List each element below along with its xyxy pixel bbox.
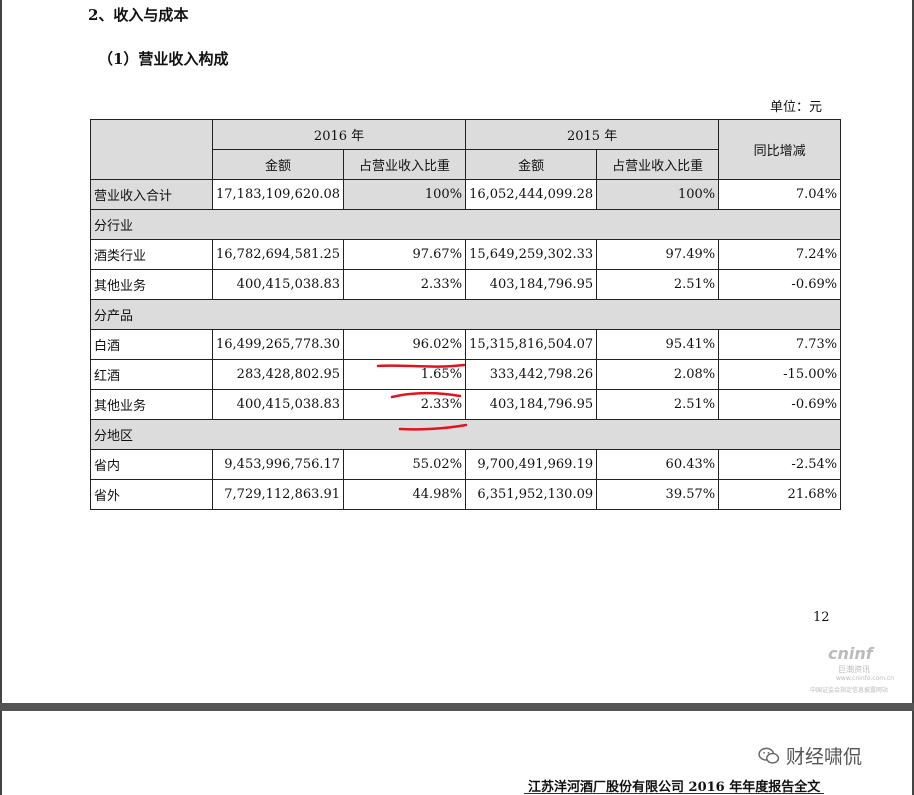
cninfo-watermark: cninf 巨潮资讯 www.cninfo.com.cn 中国证监会指定信息披露… bbox=[810, 644, 910, 700]
amount-2015-cell: 16,052,444,099.28 bbox=[465, 179, 598, 210]
amount-2016-cell: 7,729,112,863.91 bbox=[211, 479, 345, 510]
amount-2015-cell: 15,649,259,302.33 bbox=[465, 239, 598, 270]
table-row: 其他业务 400,415,038.83 2.33% 403,184,796.95… bbox=[90, 269, 842, 300]
watermark-brand-cn: 巨潮资讯 bbox=[838, 665, 870, 674]
amount-2016-cell: 16,499,265,778.30 bbox=[211, 329, 345, 360]
header-row-years: 2016 年 2015 年 同比增减 bbox=[90, 119, 842, 180]
table-row: 省内 9,453,996,756.17 55.02% 9,700,491,969… bbox=[90, 449, 842, 480]
ratio-2016-cell: 97.67% bbox=[343, 239, 467, 270]
row-label: 酒类行业 bbox=[90, 239, 213, 270]
header-2016: 2016 年 bbox=[211, 119, 467, 150]
ratio-2016-cell: 100% bbox=[343, 179, 467, 210]
header-row-cols: 金额 占营业收入比重 金额 占营业收入比重 bbox=[91, 149, 841, 180]
page-number: 12 bbox=[813, 610, 830, 625]
ratio-2016-cell: 2.33% bbox=[343, 269, 467, 300]
yoy-cell: -2.54% bbox=[718, 449, 842, 480]
amount-2016-cell: 400,415,038.83 bbox=[211, 269, 345, 300]
amount-2015-cell: 403,184,796.95 bbox=[465, 389, 598, 420]
footer-rule bbox=[524, 793, 824, 794]
total-row: 营业收入合计 17,183,109,620.08 100% 16,052,444… bbox=[90, 179, 842, 210]
amount-2016-cell: 16,782,694,581.25 bbox=[211, 239, 345, 270]
report-page: 2、收入与成本 （1）营业收入构成 单位：元 2016 年 2015 年 同比增… bbox=[0, 0, 914, 705]
yoy-cell: -0.69% bbox=[718, 269, 842, 300]
header-yoy: 同比增减 bbox=[718, 119, 842, 180]
watermark-brand: cninf bbox=[828, 644, 873, 663]
unit-label: 单位：元 bbox=[770, 100, 823, 115]
ratio-2015-cell: 2.51% bbox=[596, 269, 720, 300]
ratio-2015-cell: 95.41% bbox=[596, 329, 720, 360]
yoy-cell: 7.04% bbox=[718, 179, 842, 210]
amount-2015-cell: 6,351,952,130.09 bbox=[465, 479, 598, 510]
group-title: 分行业 bbox=[89, 209, 842, 240]
page-separator bbox=[0, 703, 914, 711]
header-2015: 2015 年 bbox=[465, 119, 720, 150]
group-header-row: 分行业 bbox=[89, 209, 842, 240]
amount-2016-cell: 400,415,038.83 bbox=[211, 389, 345, 420]
ratio-2015-cell: 100% bbox=[596, 179, 720, 210]
row-label: 其他业务 bbox=[90, 269, 213, 300]
header-ratio-2016: 占营业收入比重 bbox=[343, 149, 467, 180]
header-amount-2015: 金额 bbox=[465, 149, 598, 180]
ratio-2015-cell: 60.43% bbox=[596, 449, 720, 480]
ratio-2016-cell: 2.33% bbox=[343, 389, 467, 420]
yoy-cell: -0.69% bbox=[718, 389, 842, 420]
yoy-cell: 21.68% bbox=[718, 479, 842, 510]
section-title: 2、收入与成本 bbox=[88, 6, 189, 24]
ratio-2015-cell: 2.08% bbox=[596, 359, 720, 390]
header-ratio-2015: 占营业收入比重 bbox=[596, 149, 720, 180]
wechat-account-name: 财经啸侃 bbox=[786, 746, 863, 768]
row-label: 省内 bbox=[90, 449, 213, 480]
table-row: 省外 7,729,112,863.91 44.98% 6,351,952,130… bbox=[90, 479, 842, 510]
table-row: 酒类行业 16,782,694,581.25 97.67% 15,649,259… bbox=[90, 239, 842, 270]
header-blank bbox=[90, 119, 213, 180]
yoy-cell: 7.24% bbox=[718, 239, 842, 270]
group-title: 分产品 bbox=[89, 299, 842, 330]
row-label: 其他业务 bbox=[90, 389, 213, 420]
amount-2016-cell: 9,453,996,756.17 bbox=[211, 449, 345, 480]
amount-2016-cell: 17,183,109,620.08 bbox=[211, 179, 345, 210]
yoy-cell: -15.00% bbox=[718, 359, 842, 390]
header-amount-2016: 金额 bbox=[211, 149, 345, 180]
report-footer: 江苏洋河酒厂股份有限公司 2016 年年度报告全文 bbox=[528, 780, 821, 795]
amount-2015-cell: 333,442,798.26 bbox=[465, 359, 598, 390]
group-header-row: 分地区 bbox=[89, 419, 842, 450]
row-label: 红酒 bbox=[90, 359, 213, 390]
yoy-cell: 7.73% bbox=[718, 329, 842, 360]
row-label: 白酒 bbox=[90, 329, 213, 360]
group-title: 分地区 bbox=[89, 419, 842, 450]
watermark-tagline: 中国证监会指定信息披露网站 bbox=[810, 687, 889, 694]
table-row: 白酒 16,499,265,778.30 96.02% 15,315,816,5… bbox=[90, 329, 842, 360]
ratio-2015-cell: 39.57% bbox=[596, 479, 720, 510]
group-header-row: 分产品 bbox=[89, 299, 842, 330]
table-row: 其他业务 400,415,038.83 2.33% 403,184,796.95… bbox=[90, 389, 842, 420]
row-label: 营业收入合计 bbox=[90, 179, 213, 210]
ratio-2015-cell: 2.51% bbox=[596, 389, 720, 420]
wechat-icon bbox=[758, 747, 780, 764]
wechat-watermark: 财经啸侃 bbox=[758, 742, 862, 769]
amount-2016-cell: 283,428,802.95 bbox=[211, 359, 345, 390]
revenue-table: 2016 年 2015 年 同比增减 金额 占营业收入比重 金额 占营业收入比重… bbox=[89, 119, 842, 510]
amount-2015-cell: 15,315,816,504.07 bbox=[465, 329, 598, 360]
amount-2015-cell: 9,700,491,969.19 bbox=[465, 449, 598, 480]
ratio-2016-cell: 55.02% bbox=[343, 449, 467, 480]
ratio-2016-cell: 1.65% bbox=[343, 359, 467, 390]
amount-2015-cell: 403,184,796.95 bbox=[465, 269, 598, 300]
next-page bbox=[0, 711, 914, 795]
subsection-title: （1）营业收入构成 bbox=[98, 50, 229, 68]
ratio-2016-cell: 44.98% bbox=[343, 479, 467, 510]
watermark-url: www.cninfo.com.cn bbox=[836, 675, 895, 682]
table-row: 红酒 283,428,802.95 1.65% 333,442,798.26 2… bbox=[90, 359, 842, 390]
ratio-2015-cell: 97.49% bbox=[596, 239, 720, 270]
row-label: 省外 bbox=[90, 479, 213, 510]
ratio-2016-cell: 96.02% bbox=[343, 329, 467, 360]
